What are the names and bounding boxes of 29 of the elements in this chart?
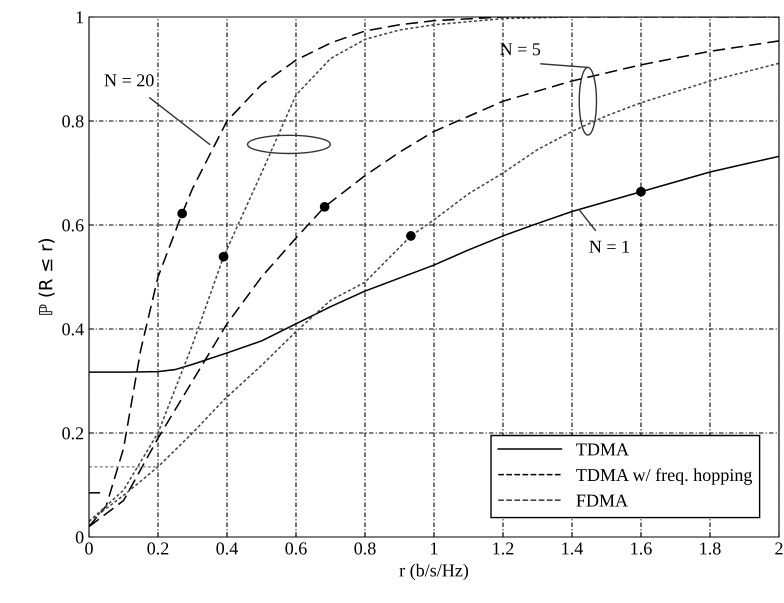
x-tick-label: 1.4: [562, 542, 584, 555]
annotation: N = 1: [589, 240, 630, 253]
point: [320, 202, 330, 212]
y-tick-label: 0.6: [62, 219, 84, 232]
y-axis-title: ℙ (R ≤ r): [38, 239, 55, 315]
x-tick-label: 1.2: [493, 542, 514, 555]
x-tick-label: 0.6: [285, 542, 307, 555]
y-tick-label: 0.4: [62, 323, 84, 336]
point: [406, 231, 416, 241]
x-tick-label: 0.2: [147, 542, 168, 555]
x-tick-label: 1.8: [700, 542, 721, 555]
x-tick-label: 0.8: [354, 542, 376, 555]
x-tick-label: 0.4: [216, 542, 238, 555]
point: [636, 186, 646, 197]
x-axis-title: r (b/s/Hz): [400, 564, 468, 580]
legend-label: TDMA w/ freq. hopping: [576, 468, 752, 485]
legend-label: FDMA: [576, 494, 628, 507]
y-tick-label: 0: [76, 531, 84, 544]
legend-label: TDMA: [576, 443, 629, 456]
y-tick-label: 0.8: [62, 115, 84, 128]
point: [218, 252, 228, 262]
y-tick-label: 1: [76, 11, 84, 24]
x-tick-label: 1: [431, 542, 438, 554]
annotation: N = 20: [104, 74, 154, 86]
point: [177, 208, 188, 218]
x-tick-label: 2: [775, 542, 783, 554]
x-tick-label: 0: [85, 542, 93, 555]
x-tick-label: 1.6: [631, 542, 652, 555]
y-tick-label: 0.2: [62, 427, 84, 440]
